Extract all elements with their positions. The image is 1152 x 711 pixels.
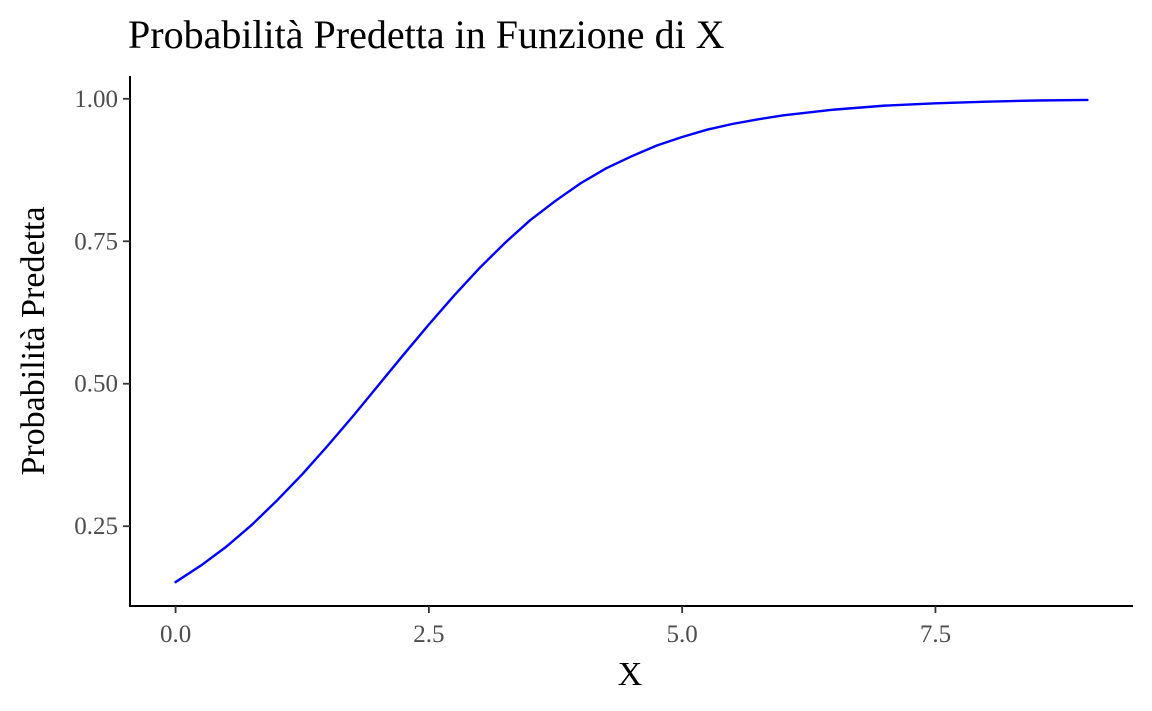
chart-title: Probabilità Predetta in Funzione di X — [128, 12, 725, 57]
x-axis-title: X — [618, 656, 643, 693]
y-tick-label: 0.50 — [74, 371, 118, 398]
y-axis-title: Probabilità Predetta — [15, 206, 52, 475]
x-tick-label: 5.0 — [667, 621, 698, 648]
plot-area: 0.25 0.50 0.75 1.00 0.0 2.5 5.0 7.5 — [74, 76, 1133, 648]
x-tick-label: 7.5 — [920, 621, 951, 648]
x-tick-label: 2.5 — [413, 621, 444, 648]
y-tick-label: 0.75 — [74, 228, 118, 255]
series-layer — [174, 98, 1089, 584]
x-axis-ticks: 0.0 2.5 5.0 7.5 — [160, 606, 951, 648]
y-tick-label: 1.00 — [74, 86, 118, 113]
y-axis-ticks: 0.25 0.50 0.75 1.00 — [74, 86, 130, 540]
y-tick-label: 0.25 — [74, 513, 118, 540]
x-tick-label: 0.0 — [160, 621, 191, 648]
series-line — [174, 98, 1089, 584]
